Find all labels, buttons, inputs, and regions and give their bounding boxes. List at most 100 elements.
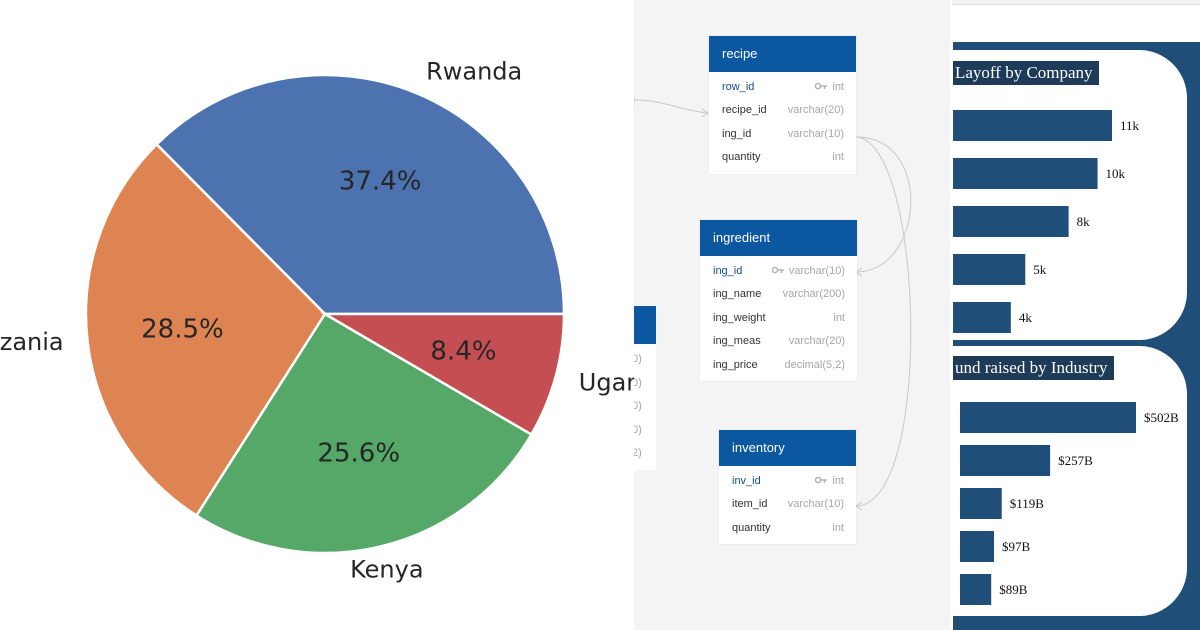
column-type: decimal(5,2) bbox=[784, 358, 845, 371]
bar bbox=[953, 206, 1069, 237]
table-row[interactable]: ing_meas varchar(20) bbox=[700, 330, 857, 353]
partial-table-header bbox=[634, 306, 656, 344]
bar-value-label: 10k bbox=[1106, 166, 1126, 181]
pie-percent-label: 37.4% bbox=[339, 167, 422, 197]
bar-value-label: 5k bbox=[1033, 262, 1047, 277]
layoff-dashboard-panel: Layoff by Company 11k 10k 8k 5k 4k und raise… bbox=[950, 0, 1200, 630]
table-row[interactable]: ing_price decimal(5,2) bbox=[700, 354, 857, 377]
table-row[interactable]: ing_name varchar(200) bbox=[700, 283, 857, 306]
column-type: varchar(10) bbox=[771, 260, 845, 283]
bar-value-label: $97B bbox=[1002, 539, 1030, 554]
partial-type: 0) bbox=[634, 400, 642, 412]
table-title: recipe bbox=[709, 36, 856, 72]
table-inventory[interactable]: inventory inv_id int item_id varchar(10)… bbox=[719, 430, 856, 545]
bar-value-label: $502B bbox=[1144, 410, 1179, 425]
pie-category-label: Rwanda bbox=[426, 57, 522, 85]
table-row[interactable]: inv_id int bbox=[719, 470, 856, 493]
bar bbox=[953, 110, 1112, 141]
table-row[interactable]: ing_weight int bbox=[700, 307, 857, 330]
column-type: int bbox=[832, 521, 844, 534]
column-name: ing_weight bbox=[713, 311, 766, 324]
bar bbox=[960, 531, 995, 562]
column-type: varchar(200) bbox=[782, 288, 845, 301]
pie-chart-panel: 37.4% 28.5% 25.6% 8.4% Rwanda Tanzania Kenya U… bbox=[0, 57, 634, 584]
column-name: quantity bbox=[732, 521, 771, 534]
column-type: int bbox=[833, 311, 845, 324]
column-name: item_id bbox=[732, 498, 768, 511]
column-name: ing_meas bbox=[713, 335, 761, 348]
chart-title: und raised by Industry bbox=[953, 356, 1114, 380]
pie-chart: 37.4% 28.5% 25.6% 8.4% Rwanda Tanzania Kenya U… bbox=[0, 57, 634, 584]
key-icon bbox=[815, 82, 828, 90]
table-title: inventory bbox=[719, 430, 856, 466]
table-row[interactable]: row_id int bbox=[709, 76, 856, 99]
table-row[interactable]: ing_id varchar(10) bbox=[709, 123, 856, 146]
pie-category-label: Kenya bbox=[350, 556, 423, 584]
bar bbox=[953, 302, 1011, 333]
relationship-links bbox=[634, 96, 912, 511]
pie-slice bbox=[194, 312, 534, 555]
bar-value-label: $257B bbox=[1058, 453, 1093, 468]
pie-percent-label: 8.4% bbox=[430, 336, 496, 366]
fund-raised-by-industry-card: und raised by Industry $502B $257B $119B $9… bbox=[953, 346, 1187, 616]
bar-value-label: $119B bbox=[1010, 496, 1045, 511]
partial-type: 0) bbox=[634, 424, 642, 436]
link-recipe-to-inventory bbox=[855, 136, 912, 507]
column-type: varchar(20) bbox=[787, 104, 844, 117]
partial-type: 0) bbox=[634, 353, 642, 365]
column-name: inv_id bbox=[732, 475, 761, 487]
pie-slice bbox=[154, 73, 566, 316]
pie-percent-label: 28.5% bbox=[141, 314, 224, 344]
bar-chart-industry: $502B $257B $119B $97B $89B bbox=[960, 402, 1179, 605]
bar-value-label: 8k bbox=[1077, 214, 1091, 229]
table-ingredient[interactable]: ingredient ing_id varchar(10) ing_name v… bbox=[700, 220, 857, 381]
table-row[interactable]: item_id varchar(10) bbox=[719, 493, 856, 516]
column-name: ing_price bbox=[713, 358, 758, 371]
table-recipe[interactable]: recipe row_id int recipe_id varchar(20) … bbox=[709, 36, 856, 174]
partial-table-card[interactable]: 0) 0) 0) 0) 2) bbox=[634, 306, 656, 470]
bar bbox=[960, 445, 1051, 476]
pie-category-label: Uganda bbox=[579, 369, 634, 397]
schema-diagram: 0) 0) 0) 0) 2) recipe row_id int recipe_… bbox=[634, 0, 950, 630]
column-type: varchar(20) bbox=[788, 335, 845, 348]
bar-value-label: 11k bbox=[1120, 118, 1140, 133]
pie-percent-label: 25.6% bbox=[317, 438, 400, 468]
table-title: ingredient bbox=[700, 220, 857, 256]
bar bbox=[960, 488, 1002, 519]
crowfoot-recipe bbox=[701, 108, 709, 118]
bar bbox=[960, 402, 1136, 433]
column-type: int bbox=[832, 151, 844, 164]
crowfoot-inventory bbox=[855, 501, 863, 511]
column-name: ing_id bbox=[713, 265, 743, 277]
column-name: recipe_id bbox=[722, 104, 767, 117]
column-name: row_id bbox=[722, 81, 755, 93]
partial-type: 0) bbox=[634, 377, 642, 389]
pie-slice bbox=[84, 142, 327, 518]
column-name: ing_id bbox=[722, 127, 752, 140]
bar-value-label: $89B bbox=[999, 582, 1027, 597]
bar-value-label: 4k bbox=[1019, 310, 1033, 325]
column-type: varchar(10) bbox=[787, 498, 844, 511]
partial-type: 2) bbox=[634, 447, 642, 459]
link-recipe-to-ingredient bbox=[855, 136, 912, 273]
pie-slice bbox=[320, 312, 566, 437]
chart-title: Layoff by Company bbox=[953, 61, 1099, 85]
table-row[interactable]: quantity int bbox=[719, 517, 856, 540]
pie-category-label: Tanzania bbox=[0, 328, 64, 356]
top-strip bbox=[952, 0, 1200, 5]
link-left-to-recipe bbox=[634, 99, 709, 114]
table-row[interactable]: ing_id varchar(10) bbox=[700, 260, 857, 283]
table-row[interactable]: recipe_id varchar(20) bbox=[709, 99, 856, 122]
bar-chart-company: 11k 10k 8k 5k 4k bbox=[953, 110, 1140, 333]
bar bbox=[960, 574, 992, 605]
column-type: varchar(10) bbox=[787, 127, 844, 140]
bar bbox=[953, 158, 1098, 189]
layoff-by-company-card: Layoff by Company 11k 10k 8k 5k 4k bbox=[953, 50, 1187, 340]
key-icon bbox=[771, 266, 784, 274]
column-name: ing_name bbox=[713, 288, 762, 301]
key-icon bbox=[815, 476, 828, 484]
column-name: quantity bbox=[722, 151, 761, 164]
column-type: int bbox=[815, 76, 844, 99]
bar bbox=[953, 254, 1026, 285]
table-row[interactable]: quantity int bbox=[709, 146, 856, 169]
